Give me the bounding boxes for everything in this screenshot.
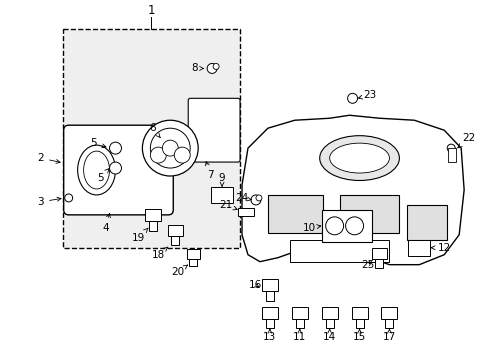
FancyBboxPatch shape xyxy=(188,98,240,162)
Ellipse shape xyxy=(329,143,388,173)
Text: 19: 19 xyxy=(132,228,148,243)
Bar xyxy=(265,319,273,328)
Text: 3: 3 xyxy=(38,197,61,207)
Circle shape xyxy=(142,120,198,176)
Bar xyxy=(355,319,363,328)
Bar xyxy=(321,210,371,242)
Text: 23: 23 xyxy=(358,90,375,100)
Text: 6: 6 xyxy=(149,123,160,138)
Ellipse shape xyxy=(319,136,399,180)
Text: 1: 1 xyxy=(147,4,155,17)
Bar xyxy=(145,209,161,221)
Text: 11: 11 xyxy=(293,329,306,342)
Text: 8: 8 xyxy=(190,63,203,73)
Text: 10: 10 xyxy=(303,223,320,233)
Text: 7: 7 xyxy=(205,162,213,180)
Text: 25: 25 xyxy=(360,260,373,270)
Circle shape xyxy=(207,63,217,73)
Bar xyxy=(291,306,307,319)
Circle shape xyxy=(64,194,73,202)
Bar xyxy=(211,187,233,203)
Circle shape xyxy=(150,147,166,163)
Text: 12: 12 xyxy=(430,243,450,253)
Bar xyxy=(262,279,277,291)
Text: 15: 15 xyxy=(352,329,366,342)
Ellipse shape xyxy=(83,151,109,189)
Text: 14: 14 xyxy=(323,329,336,342)
Text: 9: 9 xyxy=(218,173,225,186)
Circle shape xyxy=(447,144,454,152)
Bar xyxy=(267,195,322,233)
Bar xyxy=(385,319,393,328)
Bar xyxy=(381,306,397,319)
Bar xyxy=(186,249,199,258)
Bar xyxy=(265,291,273,301)
Circle shape xyxy=(345,217,363,235)
Text: 18: 18 xyxy=(151,247,167,260)
Bar xyxy=(149,221,157,231)
Text: 4: 4 xyxy=(102,213,110,233)
Bar xyxy=(62,28,240,248)
Text: 22: 22 xyxy=(457,133,475,148)
Circle shape xyxy=(325,217,343,235)
Ellipse shape xyxy=(78,145,115,195)
Bar xyxy=(371,248,386,259)
Bar xyxy=(375,259,383,268)
Text: 5: 5 xyxy=(90,138,106,148)
Bar xyxy=(167,225,183,236)
Bar xyxy=(325,319,333,328)
Bar xyxy=(189,258,197,266)
Bar xyxy=(62,155,75,173)
Text: 5: 5 xyxy=(97,169,109,183)
Circle shape xyxy=(174,147,190,163)
Circle shape xyxy=(347,93,357,103)
Bar xyxy=(407,205,447,240)
Bar xyxy=(447,148,455,162)
Text: 16: 16 xyxy=(248,280,261,289)
Bar xyxy=(289,240,388,262)
Circle shape xyxy=(150,128,190,168)
Circle shape xyxy=(255,195,262,201)
Polygon shape xyxy=(242,115,463,265)
Bar xyxy=(171,236,179,245)
Circle shape xyxy=(109,162,121,174)
Circle shape xyxy=(109,142,121,154)
Text: 13: 13 xyxy=(263,329,276,342)
Circle shape xyxy=(213,63,219,69)
Circle shape xyxy=(250,195,261,205)
Bar xyxy=(321,306,337,319)
Bar xyxy=(339,195,399,233)
Text: 17: 17 xyxy=(382,329,395,342)
FancyBboxPatch shape xyxy=(63,125,173,215)
Circle shape xyxy=(162,140,178,156)
Text: 20: 20 xyxy=(171,265,187,276)
Bar xyxy=(238,208,253,216)
Bar xyxy=(262,306,277,319)
Bar xyxy=(351,306,367,319)
Text: 21: 21 xyxy=(219,200,237,210)
Bar xyxy=(295,319,303,328)
Text: 2: 2 xyxy=(38,153,60,163)
Bar xyxy=(407,240,429,256)
Text: 24: 24 xyxy=(235,193,251,203)
